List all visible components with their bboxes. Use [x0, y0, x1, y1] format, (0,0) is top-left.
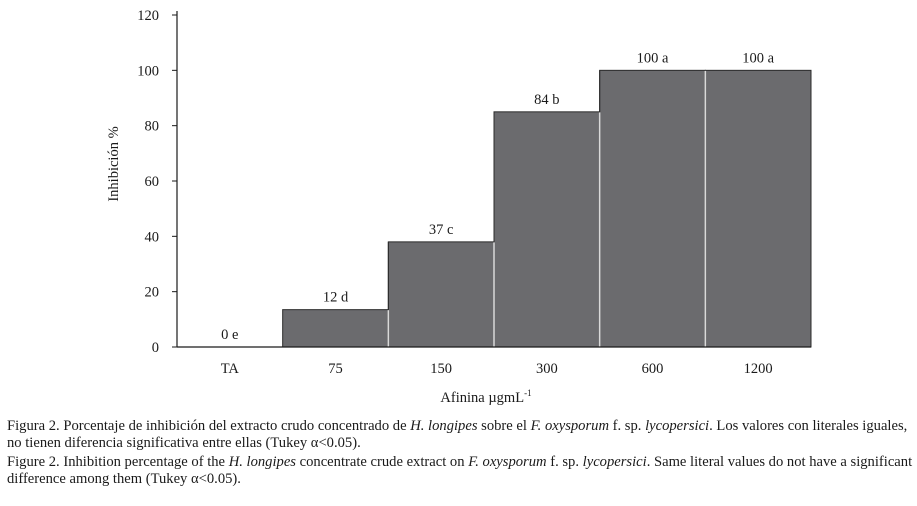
caption-en-species-3: lycopersici: [582, 454, 647, 470]
caption-es-species-2: F. oxysporum: [530, 418, 609, 434]
bar-75: [282, 309, 389, 348]
caption-en-species-1: H. longipes: [228, 454, 296, 470]
data-label-150: 37 c: [429, 222, 454, 238]
x-tick-label-75: 75: [328, 361, 343, 377]
axes-group: [176, 11, 811, 348]
data-label-300: 84 b: [534, 92, 559, 108]
caption-es-text-1: Figura 2. Porcentaje de inhibición del e…: [7, 418, 411, 434]
bar-600: [599, 69, 706, 348]
y-tick-label-20: 20: [145, 285, 160, 301]
x-axis-label-main: Afinina µgmL: [440, 390, 524, 406]
x-axis-label: Afinina µgmL-1: [440, 388, 531, 406]
x-tick-label-300: 300: [536, 361, 558, 377]
y-tick-label-80: 80: [145, 119, 160, 135]
y-tick-label-40: 40: [145, 229, 160, 245]
y-tick-label-60: 60: [145, 174, 160, 190]
y-tick-label-120: 120: [137, 8, 159, 24]
figure-caption-spanish: Figura 2. Porcentaje de inhibición del e…: [7, 418, 915, 452]
caption-es-text-2: sobre el: [477, 418, 531, 434]
data-labels-group: 0 e 12 d 37 c 84 b 100 a 100 a: [221, 50, 774, 343]
caption-es-text-3: f. sp.: [608, 418, 646, 434]
x-tick-label-TA: TA: [221, 361, 240, 377]
x-tick-label-600: 600: [642, 361, 664, 377]
bar-chart: 0 20 40 60 80 100 120 TA 75 150 300 600 1200 0 e 12 …: [106, 8, 812, 406]
figure-caption-english: Figure 2. Inhibition percentage of the H…: [7, 454, 915, 488]
caption-en-text-4: . Same literal values do not have a sign…: [7, 454, 913, 487]
caption-es-text-4: . Los valores con literales iguales, no …: [7, 418, 908, 451]
bars-group: [282, 69, 812, 348]
caption-en-species-2: F. oxysporum: [468, 454, 547, 470]
caption-en-text-2: concentrate crude extract on: [295, 454, 469, 470]
y-ticks-group: 0 20 40 60 80 100 120: [137, 8, 177, 356]
bar-1200: [704, 69, 812, 348]
caption-en-text-1: Figure 2. Inhibition percentage of the: [7, 454, 229, 470]
x-axis-label-superscript: -1: [524, 388, 532, 398]
data-label-75: 12 d: [323, 290, 349, 306]
data-label-1200: 100 a: [742, 50, 774, 66]
bar-300: [493, 111, 601, 348]
y-tick-label-100: 100: [137, 63, 159, 79]
x-tick-label-1200: 1200: [744, 361, 773, 377]
x-tick-label-150: 150: [430, 361, 452, 377]
y-axis-label: Inhibición %: [106, 126, 122, 201]
caption-es-species-1: H. longipes: [410, 418, 478, 434]
data-label-TA: 0 e: [221, 327, 238, 343]
y-tick-label-0: 0: [152, 340, 159, 356]
bar-150: [387, 241, 495, 348]
caption-en-text-3: f. sp.: [546, 454, 583, 470]
caption-es-species-3: lycopersici: [645, 418, 710, 434]
x-ticks-group: TA 75 150 300 600 1200: [221, 361, 773, 377]
bar-separators: [387, 70, 707, 347]
data-label-600: 100 a: [637, 50, 669, 66]
